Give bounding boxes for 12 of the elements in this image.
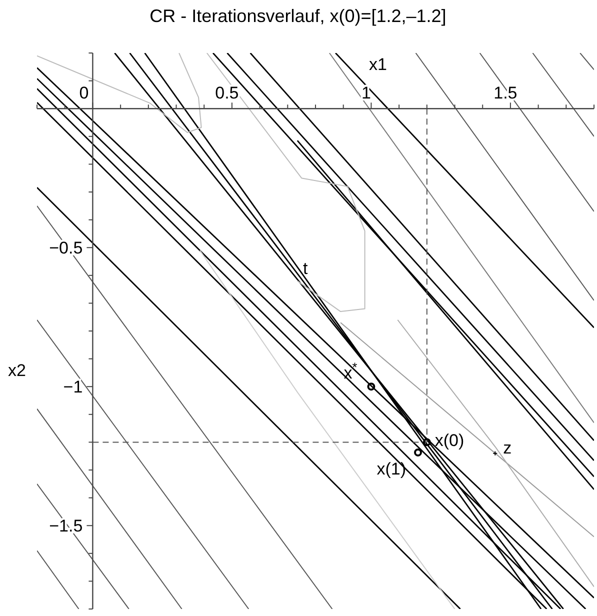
annotation: x(1) (376, 459, 406, 478)
chart-title: CR - Iterationsverlauf, x(0)=[1.2,–1.2] (150, 6, 446, 26)
x-axis-title: x1 (369, 55, 387, 74)
x-tick-label: 1 (361, 84, 371, 103)
y-tick-label: −1 (63, 378, 83, 397)
y-axis-title: x2 (8, 361, 26, 380)
annotation: x$^{*}$ (344, 359, 358, 383)
x-tick-label: 0 (79, 84, 89, 103)
annotation: z (503, 438, 512, 458)
x-tick-label: 0.5 (215, 84, 239, 103)
annotation: x(0) (434, 431, 464, 450)
annotation: t (303, 259, 308, 278)
